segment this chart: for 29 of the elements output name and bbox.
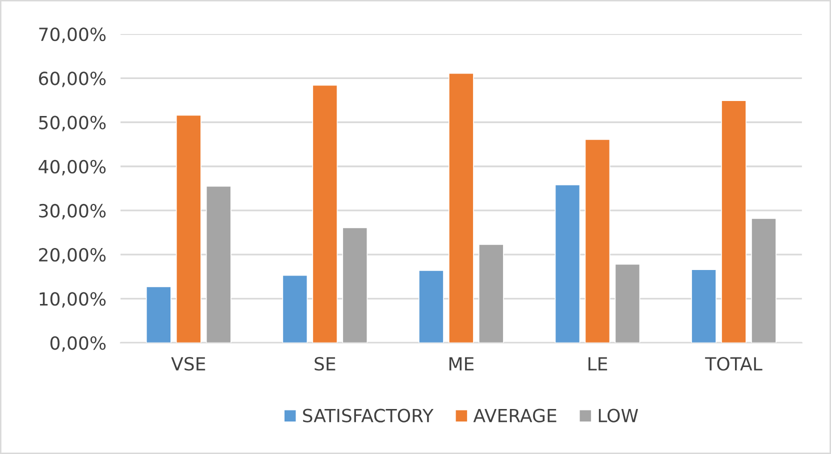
y-tick-label: 60,00% — [39, 72, 106, 88]
y-tick-label: 30,00% — [39, 204, 106, 220]
bar — [342, 227, 368, 343]
bar — [312, 84, 338, 343]
bar — [584, 139, 610, 343]
bar — [206, 186, 232, 343]
x-tick-label: ME — [449, 357, 474, 370]
x-tick-label: LE — [588, 357, 608, 370]
y-tick-label: 40,00% — [38, 160, 106, 176]
bar — [448, 72, 474, 343]
bar — [176, 114, 202, 343]
x-tick-label: TOTAL — [705, 356, 762, 371]
y-tick-label: 20,00% — [39, 248, 106, 264]
x-tick-label: VSE — [171, 356, 206, 371]
bar — [418, 270, 444, 343]
y-tick-label: 50,00% — [39, 116, 106, 132]
y-tick-label: 10,00% — [40, 292, 106, 308]
legend-label: LOW — [598, 408, 638, 422]
legend-label: AVERAGE — [473, 408, 556, 422]
bar — [146, 286, 172, 343]
bar — [614, 264, 640, 343]
x-tick-label: SE — [314, 356, 336, 371]
bar — [282, 274, 308, 343]
legend-label: SATISFACTORY — [303, 408, 434, 422]
bar — [478, 244, 504, 343]
bar — [751, 218, 776, 343]
bar — [554, 184, 580, 343]
y-tick-label: 0,00% — [50, 336, 106, 352]
y-tick-label: 70,00% — [39, 28, 106, 44]
